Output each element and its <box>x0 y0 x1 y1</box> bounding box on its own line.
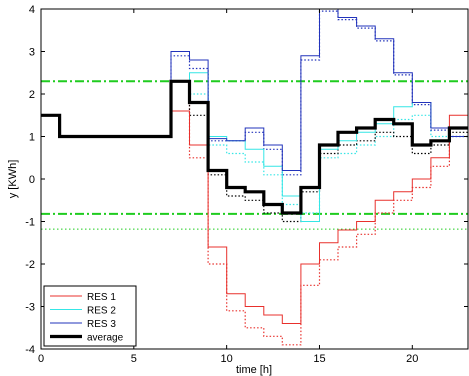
y-tick-label: 2 <box>29 89 35 101</box>
y-tick-label: -2 <box>25 259 35 271</box>
legend-label: RES 2 <box>87 306 116 317</box>
y-axis-title: y [KWh] <box>7 160 19 199</box>
legend-label: average <box>87 333 124 344</box>
y-tick-label: 4 <box>29 4 35 16</box>
y-tick-label: -4 <box>25 344 35 356</box>
y-tick-label: -3 <box>25 302 35 314</box>
series-line-average <box>41 79 468 215</box>
x-tick-label: 5 <box>131 353 137 365</box>
legend-label: RES 1 <box>87 292 116 303</box>
series-lines <box>41 8 468 324</box>
y-tick-label: 1 <box>29 132 35 144</box>
y-tick-label: 3 <box>29 47 35 59</box>
reference-lines <box>41 80 468 230</box>
x-axis-title: time [h] <box>236 364 272 376</box>
y-tick-label: 0 <box>29 174 35 186</box>
x-tick-label: 10 <box>221 353 233 365</box>
legend: RES 1 RES 2 RES 3 average <box>43 285 137 347</box>
y-tick-label: -1 <box>25 217 35 229</box>
x-tick-label: 15 <box>313 353 325 365</box>
x-tick-label: 0 <box>38 353 44 365</box>
x-tick-label: 20 <box>406 353 418 365</box>
legend-label: RES 3 <box>87 319 116 330</box>
axis-ticks: 0 5 10 15 20 -4 -3 -2 -1 0 1 2 3 4 <box>25 4 468 365</box>
